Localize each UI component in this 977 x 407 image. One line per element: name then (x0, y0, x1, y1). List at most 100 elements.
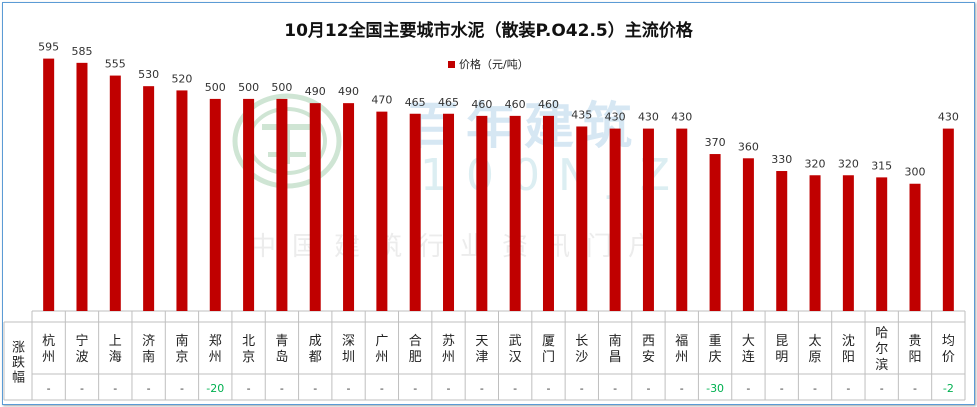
data-label: 315 (871, 159, 892, 172)
bar (176, 90, 188, 311)
change-value: - (680, 382, 684, 395)
category-label: 广州 (375, 334, 388, 365)
change-value: - (313, 382, 317, 395)
category-label: 沈阳 (842, 334, 855, 365)
change-value: - (413, 382, 417, 395)
change-value: - (880, 382, 884, 395)
bar (376, 111, 388, 312)
bar (109, 75, 121, 312)
category-label: 合肥 (409, 334, 422, 365)
category-label: 北京 (242, 334, 255, 365)
data-label: 470 (371, 94, 392, 107)
data-label: 460 (538, 98, 559, 111)
data-label: 300 (905, 166, 926, 179)
data-label: 320 (805, 157, 826, 170)
category-label: 大连 (742, 334, 755, 365)
change-value: - (580, 382, 584, 395)
bar (276, 98, 288, 311)
change-value: - (113, 382, 117, 395)
bar (909, 183, 921, 311)
change-value: - (546, 382, 550, 395)
data-label: 430 (605, 111, 626, 124)
change-value: - (347, 382, 351, 395)
data-label: 460 (471, 98, 492, 111)
bar (542, 115, 554, 311)
data-label: 530 (138, 68, 159, 81)
category-label: 济南 (142, 334, 155, 365)
data-label: 430 (671, 111, 692, 124)
bar (209, 98, 221, 311)
change-value: - (746, 382, 750, 395)
bar (842, 175, 854, 311)
change-value: -30 (706, 382, 724, 395)
category-label: 太原 (809, 334, 822, 365)
category-label: 昆明 (775, 334, 788, 365)
data-label: 520 (171, 72, 192, 85)
change-value: - (780, 382, 784, 395)
data-label: 430 (938, 111, 959, 124)
category-label: 长沙 (575, 334, 588, 365)
bar (809, 175, 821, 311)
bar (876, 177, 888, 311)
data-label: 465 (405, 96, 426, 109)
category-label: 宁波 (75, 333, 88, 365)
change-value: - (280, 382, 284, 395)
category-label: 青岛 (275, 334, 288, 365)
data-label: 320 (838, 157, 859, 170)
category-label: 哈尔滨 (875, 326, 888, 373)
category-label: 贵阳 (909, 334, 922, 365)
data-label: 370 (705, 136, 726, 149)
bar (709, 154, 721, 311)
change-value: - (447, 382, 451, 395)
change-value: - (846, 382, 850, 395)
bar (409, 113, 421, 311)
bar (776, 171, 788, 311)
category-label: 苏州 (442, 333, 455, 365)
change-value: - (180, 382, 184, 395)
data-label: 500 (238, 81, 259, 94)
category-label: 福州 (675, 334, 688, 365)
bar (309, 103, 321, 311)
category-label: 深圳 (342, 334, 355, 365)
change-row-label-text: 涨跌幅 (9, 340, 24, 385)
bar (676, 128, 688, 311)
chart-title: 10月12全国主要城市水泥（散装P.O42.5）主流价格 (284, 21, 693, 41)
bar (443, 113, 455, 311)
category-label: 西安 (642, 334, 655, 365)
bar (609, 128, 621, 311)
change-value: -2 (943, 382, 954, 395)
change-value: - (646, 382, 650, 395)
category-label: 杭州 (42, 334, 55, 365)
bar (143, 86, 155, 311)
category-label: 均价 (942, 334, 955, 365)
category-label: 南京 (175, 333, 188, 365)
category-label: 武汉 (509, 334, 522, 365)
change-value: - (513, 382, 517, 395)
legend-label: 价格（元/吨） (459, 58, 529, 71)
bar (642, 128, 654, 311)
bar (343, 103, 355, 311)
data-label: 490 (338, 85, 359, 98)
data-label: 360 (738, 140, 759, 153)
change-value: - (80, 382, 84, 395)
change-value: - (813, 382, 817, 395)
change-value: - (913, 382, 917, 395)
category-label: 成都 (309, 334, 322, 365)
data-label: 500 (271, 81, 292, 94)
category-label: 郑州 (209, 334, 222, 365)
data-label: 465 (438, 96, 459, 109)
chart-legend: 价格（元/吨） (448, 56, 529, 72)
category-label: 南昌 (609, 333, 622, 365)
change-value: -20 (206, 382, 224, 395)
data-label: 595 (38, 41, 59, 54)
bar (942, 128, 954, 311)
category-label: 厦门 (542, 334, 555, 365)
change-value: - (247, 382, 251, 395)
data-label: 435 (571, 108, 592, 121)
change-value: - (613, 382, 617, 395)
bar (243, 98, 255, 311)
bar (509, 115, 521, 311)
change-value: - (47, 382, 51, 395)
change-value: - (380, 382, 384, 395)
